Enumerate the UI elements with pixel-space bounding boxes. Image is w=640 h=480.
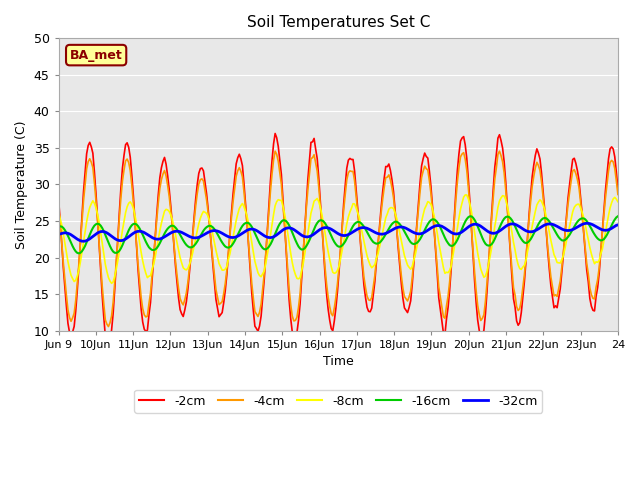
-8cm xyxy=(586,245,594,251)
-8cm xyxy=(614,199,621,204)
Line: -8cm: -8cm xyxy=(59,195,618,283)
-32cm xyxy=(55,231,63,237)
-32cm xyxy=(79,239,87,244)
-8cm xyxy=(251,258,259,264)
-4cm xyxy=(55,202,63,208)
Text: BA_met: BA_met xyxy=(70,48,122,61)
-8cm xyxy=(461,192,469,198)
-4cm xyxy=(251,309,259,314)
Line: -2cm: -2cm xyxy=(59,133,618,343)
-16cm xyxy=(301,245,308,251)
-32cm xyxy=(583,220,591,226)
Line: -32cm: -32cm xyxy=(59,223,618,241)
-2cm xyxy=(271,131,279,136)
Legend: -2cm, -4cm, -8cm, -16cm, -32cm: -2cm, -4cm, -8cm, -16cm, -32cm xyxy=(134,390,543,413)
-8cm xyxy=(55,209,63,215)
-32cm xyxy=(223,233,230,239)
-32cm xyxy=(125,234,132,240)
Y-axis label: Soil Temperature (C): Soil Temperature (C) xyxy=(15,120,28,249)
-16cm xyxy=(75,251,83,256)
-16cm xyxy=(614,214,621,219)
-16cm xyxy=(55,224,63,229)
-2cm xyxy=(125,144,132,150)
-16cm xyxy=(242,220,250,226)
-8cm xyxy=(223,264,230,269)
-4cm xyxy=(104,324,112,329)
-2cm xyxy=(251,324,259,329)
-8cm xyxy=(301,251,308,257)
-2cm xyxy=(223,272,230,277)
X-axis label: Time: Time xyxy=(323,355,354,369)
Line: -4cm: -4cm xyxy=(59,151,618,326)
-4cm xyxy=(242,205,250,211)
-2cm xyxy=(586,296,594,301)
-2cm xyxy=(614,185,621,191)
-16cm xyxy=(223,244,230,250)
-32cm xyxy=(614,222,621,228)
-2cm xyxy=(242,200,250,206)
-16cm xyxy=(125,228,132,233)
-8cm xyxy=(125,200,132,206)
-32cm xyxy=(586,221,594,227)
-32cm xyxy=(251,227,259,233)
Line: -16cm: -16cm xyxy=(59,216,618,253)
-4cm xyxy=(301,227,308,232)
-8cm xyxy=(242,208,250,214)
-16cm xyxy=(584,220,592,226)
Title: Soil Temperatures Set C: Soil Temperatures Set C xyxy=(246,15,430,30)
-32cm xyxy=(242,228,250,234)
-4cm xyxy=(495,148,503,154)
-2cm xyxy=(104,340,112,346)
-8cm xyxy=(108,280,115,286)
-4cm xyxy=(586,285,594,291)
-16cm xyxy=(251,230,259,236)
-4cm xyxy=(223,267,230,273)
-2cm xyxy=(55,196,63,202)
-4cm xyxy=(614,192,621,197)
-32cm xyxy=(301,234,308,240)
-2cm xyxy=(303,199,310,205)
-4cm xyxy=(125,160,132,166)
